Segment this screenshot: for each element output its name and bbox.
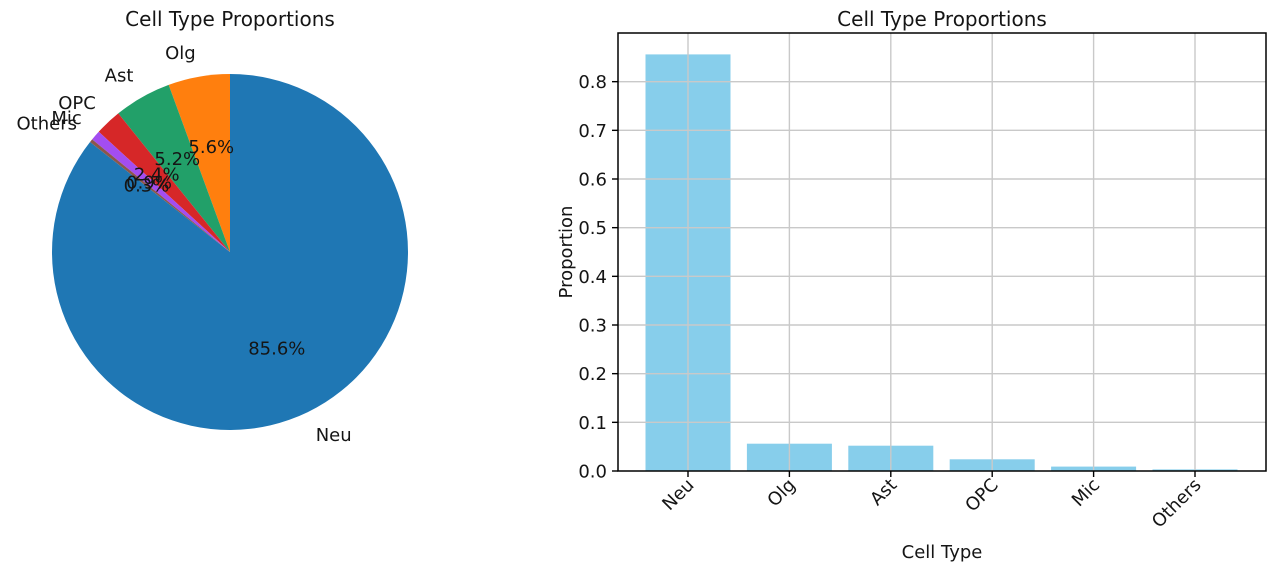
pie-label-others: Others (17, 114, 78, 135)
y-tick-label: 0.3 (578, 316, 607, 337)
y-tick-label: 0.2 (578, 364, 607, 385)
pie-slice-olg (168, 74, 230, 252)
pie-slice-neu (51, 74, 408, 430)
pie-slices (51, 74, 408, 430)
x-tick-label-mic: Mic (1068, 475, 1104, 511)
y-tick-label: 0.6 (578, 170, 607, 191)
pie-title: Cell Type Proportions (125, 7, 335, 31)
bar-axes (617, 32, 1267, 472)
pie-label-ast: Ast (105, 65, 134, 86)
y-tick-label: 0.8 (578, 72, 607, 93)
pie-chart: Cell Type Proportions Neu 85.6% Olg 5.6% Ast… (17, 7, 408, 446)
y-tick-label: 0.5 (578, 218, 607, 239)
bar-chart: Cell Type Proportions Proportion Cell Ty… (556, 7, 1267, 563)
axes-spines (617, 32, 1267, 472)
pie-pct-ast: 5.2% (154, 149, 200, 170)
pie-label-neu: Neu (316, 425, 352, 446)
pie-pct-others: 0.3% (124, 175, 170, 196)
x-tick-label-neu: Neu (658, 475, 698, 515)
pie-pct-olg: 5.6% (188, 137, 234, 158)
pie-slice-opc (98, 113, 230, 253)
x-tick-label-others: Others (1148, 475, 1206, 533)
bar-gridlines (618, 33, 1266, 471)
pie-pct-neu: 85.6% (248, 339, 305, 360)
y-tick-label: 0.7 (578, 121, 607, 142)
y-tick-label: 0.0 (578, 462, 607, 483)
pie-label-olg: Olg (165, 43, 196, 64)
pie-label-mic: Mic (51, 108, 81, 129)
y-tick-label: 0.4 (578, 267, 607, 288)
pie-slice-others (90, 139, 230, 252)
bar-ylabel: Proportion (556, 206, 577, 299)
bar-title: Cell Type Proportions (837, 7, 1047, 31)
pie-slice-mic (92, 131, 230, 252)
y-tick-label: 0.1 (578, 413, 607, 434)
x-tick-label-olg: Olg (763, 475, 799, 511)
x-tick-label-ast: Ast (866, 475, 901, 510)
pie-pct-opc: 2.4% (134, 164, 180, 185)
pie-labels: Neu 85.6% Olg 5.6% Ast 5.2% OPC 2.4% Mic 0.9% Othe… (17, 43, 352, 446)
bar-bars (645, 54, 1238, 472)
x-tick-label-opc: OPC (961, 475, 1002, 516)
bar-xlabel: Cell Type (902, 542, 983, 563)
pie-pct-mic: 0.9% (126, 172, 172, 193)
pie-slice-ast (118, 84, 230, 252)
pie-label-opc: OPC (58, 93, 96, 114)
